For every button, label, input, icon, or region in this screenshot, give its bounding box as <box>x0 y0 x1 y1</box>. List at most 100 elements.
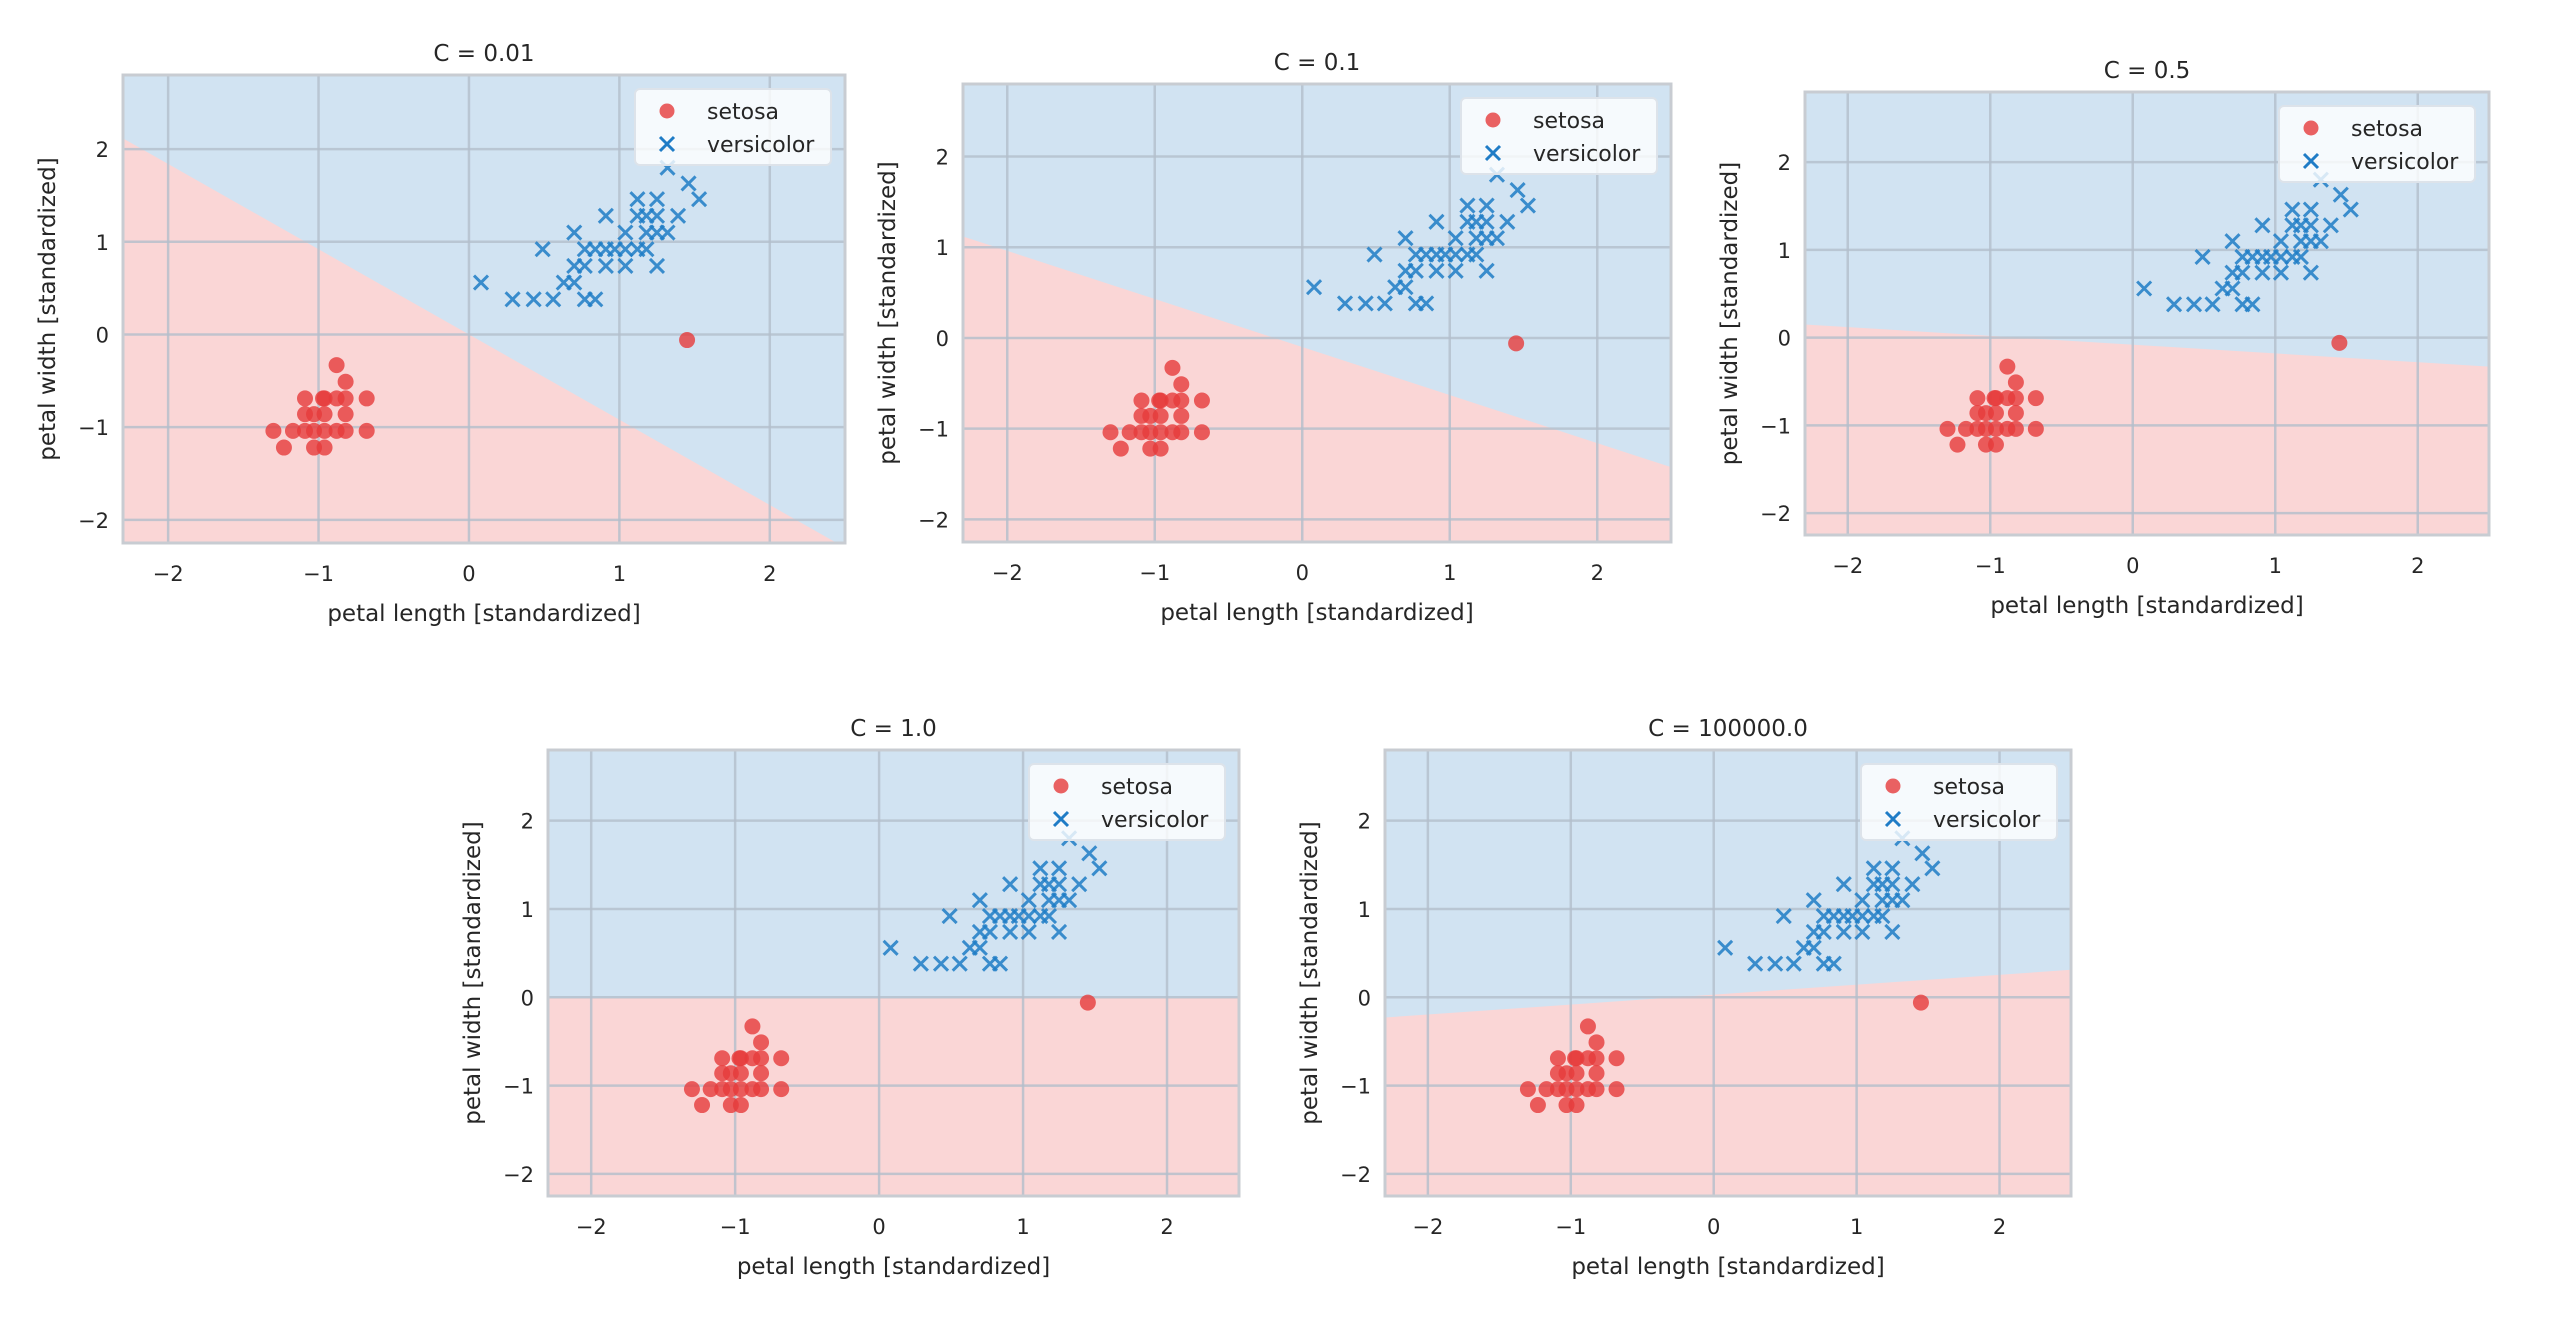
point-versicolor <box>1785 955 1802 972</box>
chart-1: −2 −1 0 1 2 −2 −1 0 1 2 C = 0.01 petal length [stan… <box>35 41 847 627</box>
legend-label-versicolor: versicolor <box>1533 142 1641 167</box>
point-versicolor <box>691 191 708 208</box>
point-setosa <box>1102 424 1119 441</box>
point-versicolor <box>1336 295 1354 312</box>
point-setosa <box>732 1097 749 1114</box>
point-versicolor <box>1914 845 1931 862</box>
point-versicolor <box>617 257 634 274</box>
point-versicolor <box>1884 923 1901 940</box>
point-versicolor <box>659 224 676 241</box>
point-setosa <box>284 422 301 439</box>
point-setosa <box>1519 1081 1536 1098</box>
point-versicolor <box>2244 296 2261 313</box>
point-versicolor <box>2302 264 2319 281</box>
point-setosa <box>773 1050 790 1067</box>
point-versicolor <box>1894 892 1911 909</box>
point-versicolor <box>1020 923 1037 940</box>
point-versicolor <box>932 955 950 972</box>
point-setosa <box>683 1081 700 1098</box>
point-setosa <box>1588 1050 1605 1067</box>
x-tick-label: 1 <box>1850 1215 1863 1239</box>
chart-title: C = 100000.0 <box>1648 716 1808 742</box>
point-versicolor <box>1020 892 1037 909</box>
point-setosa <box>1579 1018 1596 1035</box>
point-versicolor <box>629 191 646 208</box>
y-axis-label: petal width [standardized] <box>1297 821 1323 1124</box>
point-setosa <box>1152 392 1169 409</box>
point-versicolor <box>2254 264 2271 281</box>
point-versicolor <box>1805 892 1822 909</box>
legend-marker-versicolor <box>1484 144 1502 162</box>
point-setosa <box>1152 440 1169 457</box>
point-versicolor <box>971 939 988 956</box>
x-tick-label: −2 <box>576 1215 607 1239</box>
x-tick-label: 1 <box>2269 554 2282 578</box>
point-setosa <box>1958 420 1975 437</box>
point-setosa <box>1508 335 1525 352</box>
point-versicolor <box>1499 213 1516 230</box>
y-tick-label: 1 <box>1778 239 1791 263</box>
x-axis-label: petal length [standardized] <box>737 1254 1050 1280</box>
y-tick-label: 0 <box>1778 327 1791 351</box>
point-versicolor <box>669 207 687 224</box>
x-tick-label: −2 <box>992 561 1023 585</box>
point-versicolor <box>566 274 583 291</box>
point-setosa <box>753 1050 770 1067</box>
y-tick-label: 0 <box>521 986 534 1010</box>
x-tick-label: −1 <box>303 562 334 586</box>
legend-label-versicolor: versicolor <box>1933 808 2041 833</box>
x-tick-label: 2 <box>1160 1215 1173 1239</box>
point-setosa <box>732 1050 749 1067</box>
legend-marker-versicolor <box>1884 810 1902 828</box>
region-setosa <box>548 998 1239 1196</box>
point-versicolor <box>2185 296 2203 313</box>
x-tick-label: −2 <box>1832 554 1863 578</box>
point-versicolor <box>1835 876 1852 893</box>
point-setosa <box>297 390 314 407</box>
point-versicolor <box>1366 246 1383 263</box>
point-versicolor <box>2312 233 2329 250</box>
point-versicolor <box>1050 876 1068 893</box>
point-setosa <box>1949 436 1966 453</box>
x-axis-label: petal length [standardized] <box>1160 600 1473 626</box>
point-versicolor <box>2224 233 2241 250</box>
chart-title: C = 0.1 <box>1274 50 1361 76</box>
legend-marker-setosa <box>659 103 675 119</box>
point-setosa <box>2007 390 2024 407</box>
x-tick-label: −1 <box>1975 554 2006 578</box>
x-tick-label: 0 <box>1296 561 1309 585</box>
point-versicolor <box>1397 230 1414 247</box>
point-versicolor <box>1418 295 1435 312</box>
x-tick-label: 1 <box>1443 561 1456 585</box>
point-setosa <box>773 1081 790 1098</box>
point-versicolor <box>1428 262 1445 279</box>
legend-label-setosa: setosa <box>1101 775 1173 800</box>
legend-label-setosa: setosa <box>2351 117 2423 142</box>
x-tick-label: 2 <box>1993 1215 2006 1239</box>
point-versicolor <box>1924 860 1941 877</box>
point-versicolor <box>1805 939 1822 956</box>
point-setosa <box>358 422 375 439</box>
point-setosa <box>679 332 696 349</box>
point-setosa <box>702 1081 719 1098</box>
x-tick-label: −1 <box>1555 1215 1586 1239</box>
point-versicolor <box>597 207 614 224</box>
point-versicolor <box>1050 860 1068 877</box>
x-tick-label: −2 <box>1412 1215 1443 1239</box>
point-versicolor <box>1509 182 1526 199</box>
point-versicolor <box>941 907 958 925</box>
point-setosa <box>1173 376 1190 393</box>
x-tick-label: 2 <box>763 562 776 586</box>
point-versicolor <box>1428 213 1445 230</box>
chart-4: −2 −1 0 1 2 −2 −1 0 1 2 C = 1.0 petal length [stand… <box>460 716 1241 1280</box>
legend-label-setosa: setosa <box>1933 775 2005 800</box>
legend-marker-setosa <box>1485 112 1501 128</box>
point-versicolor <box>2254 217 2271 234</box>
x-tick-label: 2 <box>2411 554 2424 578</box>
point-versicolor <box>1081 845 1098 862</box>
point-versicolor <box>951 955 968 972</box>
point-setosa <box>1568 1050 1585 1067</box>
point-versicolor <box>1478 197 1495 214</box>
legend-marker-versicolor <box>658 135 676 153</box>
point-setosa <box>1912 994 1929 1011</box>
